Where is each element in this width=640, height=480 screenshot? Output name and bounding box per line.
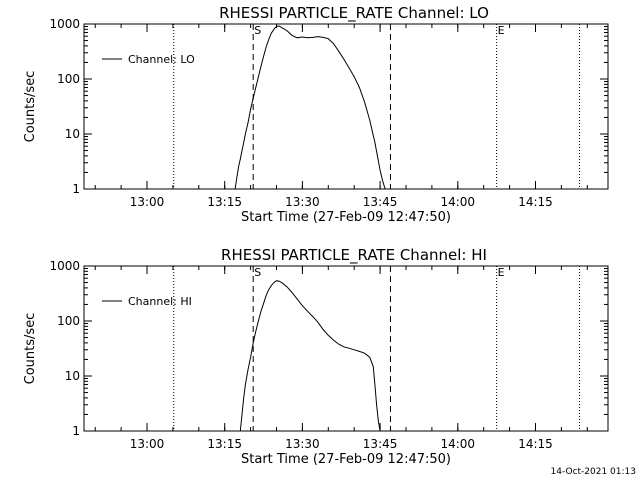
start-marker-label: S	[254, 24, 261, 37]
x-tick-label: 13:00	[130, 195, 165, 209]
x-tick-label: 14:15	[518, 437, 553, 451]
y-tick-label: 1	[72, 182, 80, 196]
x-tick-label: 13:30	[285, 437, 320, 451]
x-tick-label: 14:15	[518, 195, 553, 209]
x-tick-label: 13:00	[130, 437, 165, 451]
legend-label: Channel: HI	[128, 295, 192, 308]
x-tick-label: 13:15	[207, 195, 242, 209]
end-marker-label: E	[498, 24, 505, 37]
series-line	[239, 280, 381, 432]
x-axis-label: Start Time (27-Feb-09 12:47:50)	[241, 210, 451, 225]
x-tick-label: 13:15	[207, 437, 242, 451]
y-tick-label: 10	[65, 127, 80, 141]
end-marker-label: E	[498, 266, 505, 279]
series-line	[234, 25, 386, 190]
panel-lo: RHESSI PARTICLE_RATE Channel: LO 13:00 13:…	[23, 4, 609, 225]
x-tick-label: 14:00	[440, 437, 475, 451]
x-tick-label: 13:45	[363, 437, 398, 451]
x-tick-label: 14:00	[440, 195, 475, 209]
legend-label: Channel: LO	[128, 53, 195, 66]
start-marker-label: S	[254, 266, 261, 279]
timestamp: 14-Oct-2021 01:13	[551, 467, 636, 477]
x-tick-label: 13:45	[363, 195, 398, 209]
y-axis-label: Counts/sec	[23, 71, 38, 143]
panel-hi: RHESSI PARTICLE_RATE Channel: HI 13:00 13:…	[23, 246, 609, 467]
x-axis-label: Start Time (27-Feb-09 12:47:50)	[241, 452, 451, 467]
x-tick-label: 13:30	[285, 195, 320, 209]
y-axis-label: Counts/sec	[23, 313, 38, 385]
y-tick-label: 1	[72, 424, 80, 438]
y-tick-label: 1000	[49, 259, 80, 273]
y-tick-label: 100	[57, 314, 80, 328]
chart-title: RHESSI PARTICLE_RATE Channel: LO	[219, 4, 489, 23]
chart-title: RHESSI PARTICLE_RATE Channel: HI	[221, 246, 487, 265]
plot-frame	[83, 265, 609, 432]
plot-frame	[83, 23, 609, 190]
y-tick-label: 10	[65, 369, 80, 383]
y-tick-label: 1000	[49, 17, 80, 31]
y-tick-label: 100	[57, 72, 80, 86]
